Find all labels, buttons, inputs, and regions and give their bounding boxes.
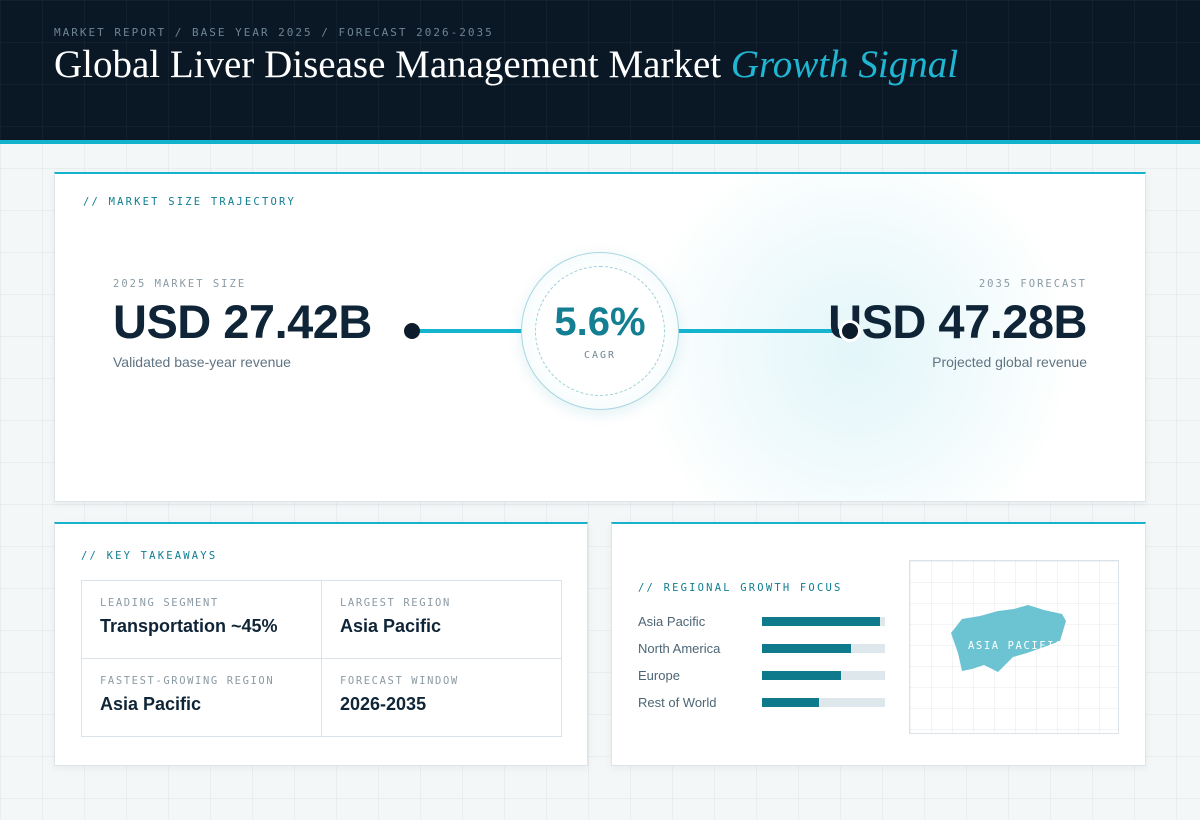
region-bar-track [762,644,885,653]
takeaway-value: Asia Pacific [100,694,202,714]
takeaway-value: 2026-2035 [340,694,427,714]
takeaways-grid: LEADING SEGMENT Transportation ~45% LARG… [81,580,562,737]
region-bar-track [762,671,885,680]
takeaway-label: FORECAST WINDOW [340,675,459,687]
page-title: Global Liver Disease Management Market G… [54,42,958,88]
map-region-label: ASIA PACIFIC [968,640,1064,652]
report-header: MARKET REPORT / BASE YEAR 2025 / FORECAS… [0,0,1200,144]
region-row-rest-of-world: Rest of World [638,695,888,722]
takeaway-fastest-growing-region: FASTEST-GROWING REGION Asia Pacific [82,659,322,737]
region-bar-fill [762,671,841,680]
title-main: Global Liver Disease Management Market [54,43,722,86]
regional-card-label: // REGIONAL GROWTH FOCUS [638,582,843,594]
takeaway-value: Transportation ~45% [100,616,278,636]
region-bar-track [762,698,885,707]
cagr-inner-circle: 5.6% CAGR [535,266,665,396]
trajectory-start-dot [404,323,420,339]
takeaway-forecast-window: FORECAST WINDOW 2026-2035 [322,659,562,737]
region-row-asia-pacific: Asia Pacific [638,614,888,641]
key-takeaways-card: // KEY TAKEAWAYS LEADING SEGMENT Transpo… [54,522,588,766]
takeaway-largest-region: LARGEST REGION Asia Pacific [322,581,562,659]
takeaway-label: LARGEST REGION [340,597,451,609]
region-name: Asia Pacific [638,614,706,629]
takeaway-value: Asia Pacific [340,616,442,636]
region-bar-fill [762,617,881,626]
base-year-block: 2025 MARKET SIZE USD 27.42B Validated ba… [113,278,372,370]
trajectory-end-dot [842,323,858,339]
asia-pacific-map-shape-icon [951,605,1066,672]
takeaway-label: LEADING SEGMENT [100,597,219,609]
region-list: Asia Pacific North America Europe Rest o… [638,614,888,722]
forecast-value: USD 47.28B [828,295,1087,348]
takeaway-label: FASTEST-GROWING REGION [100,675,275,687]
forecast-label: 2035 FORECAST [978,278,1087,290]
cagr-label: CAGR [583,350,617,361]
title-accent: Growth Signal [730,43,959,86]
region-row-north-america: North America [638,641,888,668]
region-row-europe: Europe [638,668,888,695]
forecast-caption: Projected global revenue [932,354,1087,370]
region-map: ASIA PACIFIC [909,560,1119,734]
region-bar-fill [762,698,819,707]
region-bar-fill [762,644,851,653]
base-year-value: USD 27.42B [113,295,372,348]
region-name: Rest of World [638,695,717,710]
report-kicker: MARKET REPORT / BASE YEAR 2025 / FORECAS… [54,26,494,39]
market-size-trajectory-card: // MARKET SIZE TRAJECTORY 2025 MARKET SI… [54,172,1146,502]
cagr-badge: 5.6% CAGR [521,252,679,410]
base-year-caption: Validated base-year revenue [113,354,291,370]
takeaways-card-label: // KEY TAKEAWAYS [81,550,218,562]
regional-growth-card: // REGIONAL GROWTH FOCUS Asia Pacific No… [611,522,1146,766]
takeaway-leading-segment: LEADING SEGMENT Transportation ~45% [82,581,322,659]
region-bar-track [762,617,885,626]
background-glow [635,174,1075,501]
region-name: Europe [638,668,680,683]
region-name: North America [638,641,721,656]
trajectory-card-label: // MARKET SIZE TRAJECTORY [83,196,297,208]
forecast-block: 2035 FORECAST USD 47.28B Projected globa… [828,278,1087,370]
base-year-label: 2025 MARKET SIZE [113,278,247,290]
cagr-value: 5.6% [554,300,646,344]
